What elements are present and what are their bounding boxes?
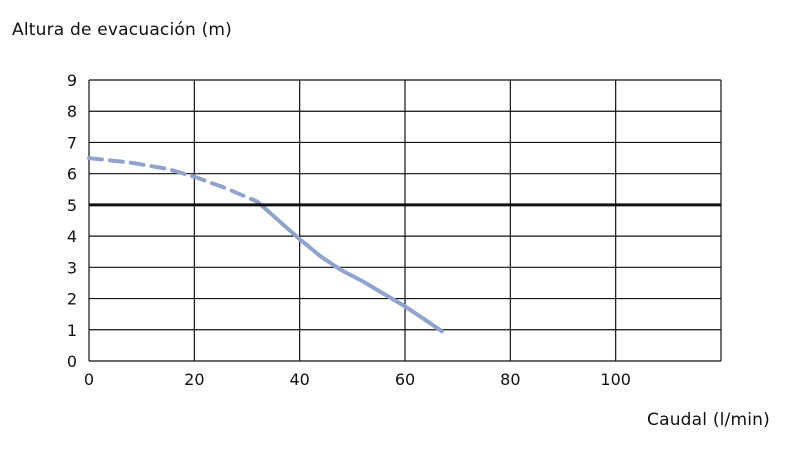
x-axis-label: Caudal (l/min) — [647, 410, 770, 430]
y-tick-label: 9 — [67, 71, 77, 90]
y-tick-label: 0 — [67, 352, 77, 371]
y-tick-label: 5 — [67, 196, 77, 215]
grid — [88, 79, 722, 362]
curve-dashed — [87, 156, 260, 204]
y-tick-label: 2 — [67, 290, 77, 309]
y-tick-label: 1 — [67, 321, 77, 340]
x-tick-label: 40 — [289, 370, 309, 389]
y-tick-label: 6 — [67, 165, 77, 184]
tick-labels: 0 1 2 3 4 5 6 7 8 9 0 20 40 60 80 100 — [67, 71, 631, 389]
y-tick-label: 7 — [67, 133, 77, 152]
x-tick-label: 100 — [600, 370, 631, 389]
x-tick-label: 80 — [500, 370, 520, 389]
y-axis-label: Altura de evacuación (m) — [12, 20, 233, 40]
curve-solid — [255, 199, 444, 334]
x-tick-label: 60 — [395, 370, 415, 389]
x-tick-label: 20 — [184, 370, 204, 389]
x-tick-label: 0 — [84, 370, 94, 389]
y-tick-label: 8 — [67, 102, 77, 121]
y-tick-label: 4 — [67, 227, 77, 246]
series-group — [87, 156, 721, 334]
y-tick-label: 3 — [67, 258, 77, 277]
